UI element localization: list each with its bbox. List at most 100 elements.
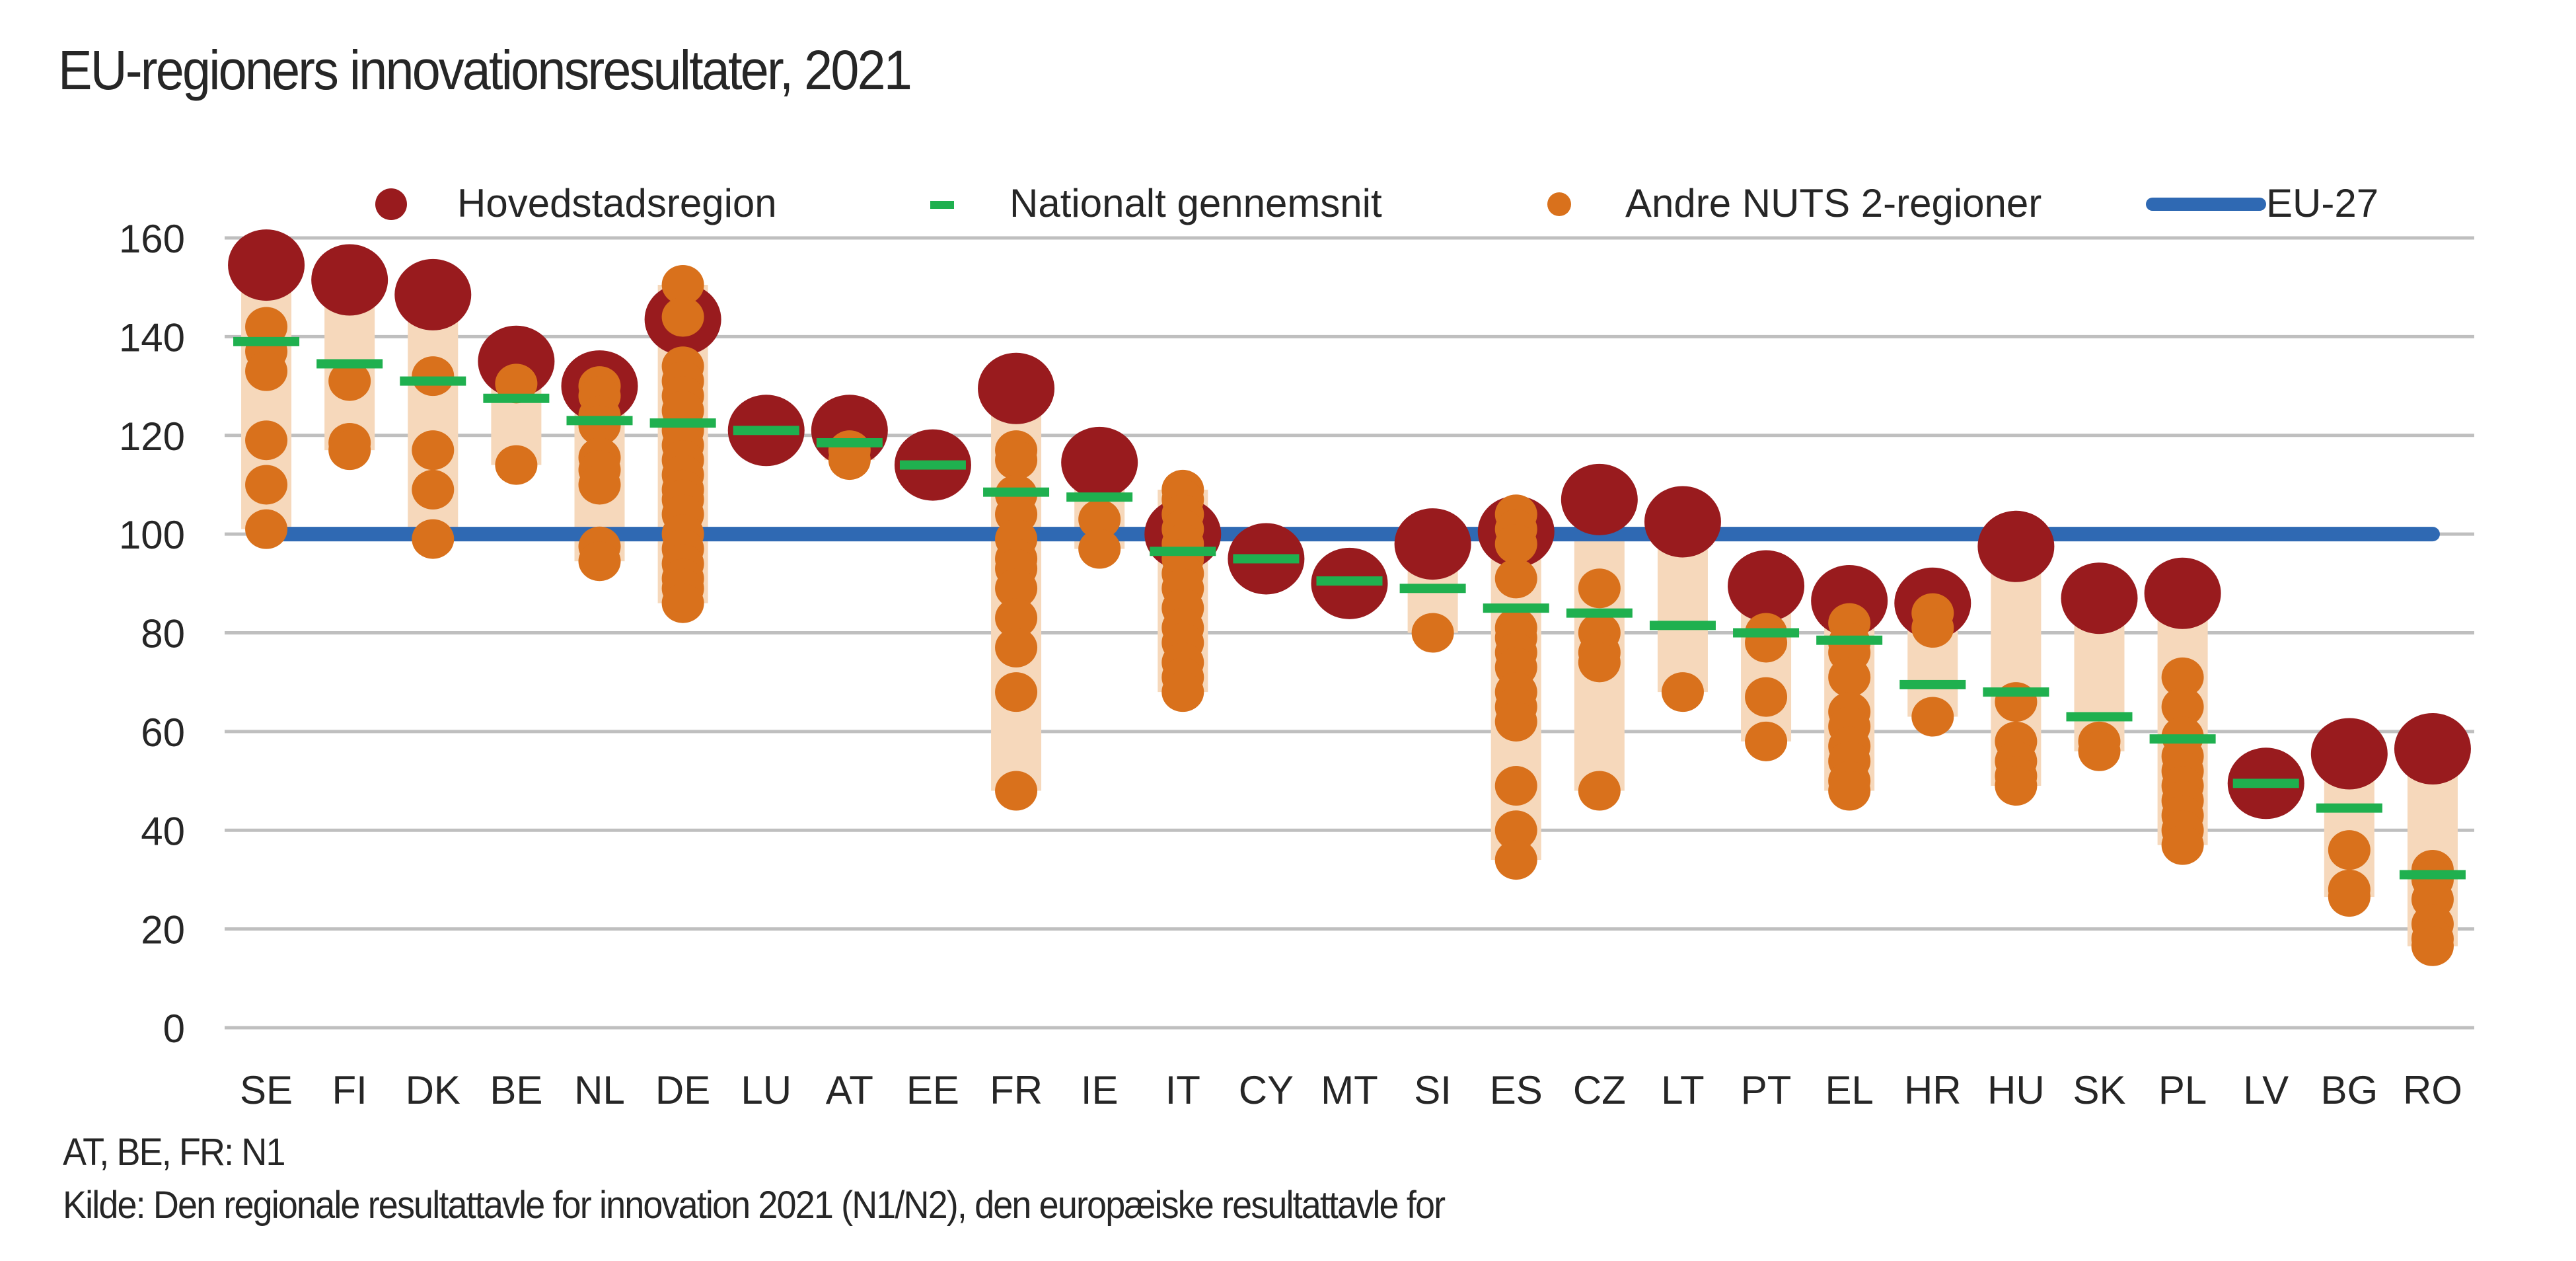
y-tick-label: 100 bbox=[119, 513, 185, 557]
x-tick-label: LV bbox=[2243, 1068, 2289, 1112]
other-region-point bbox=[412, 430, 455, 471]
y-tick-label: 60 bbox=[141, 710, 185, 755]
other-region-point bbox=[245, 465, 288, 505]
national-average-mark bbox=[899, 460, 966, 470]
source-note: Kilde: Den regionale resultattavle for i… bbox=[63, 1184, 1446, 1227]
y-tick-label: 160 bbox=[119, 217, 185, 261]
capital-point bbox=[2061, 562, 2138, 634]
x-tick-label: HU bbox=[1987, 1068, 2045, 1112]
other-region-point bbox=[578, 405, 621, 445]
national-average-mark bbox=[1316, 576, 1383, 586]
capital-point bbox=[1728, 550, 1805, 622]
legend: Hovedstadsregion Nationalt gennemsnit An… bbox=[375, 181, 2378, 225]
capital-point bbox=[1061, 426, 1138, 498]
other-region-point bbox=[245, 420, 288, 461]
other-region-point bbox=[412, 469, 455, 510]
other-region-point bbox=[495, 363, 538, 404]
other-region-point bbox=[661, 583, 704, 623]
x-tick-label: BE bbox=[490, 1068, 542, 1112]
y-tick-label: 120 bbox=[119, 414, 185, 459]
other-region-point bbox=[995, 440, 1038, 480]
other-region-point bbox=[1494, 558, 1537, 599]
national-average-mark bbox=[1816, 635, 1883, 645]
capital-point bbox=[1644, 486, 1721, 558]
other-region-point bbox=[995, 598, 1038, 638]
national-average-mark bbox=[400, 376, 466, 386]
national-average-mark bbox=[1899, 679, 1966, 689]
chart-title: EU-regioners innovationsresultater, 2021 bbox=[58, 39, 912, 101]
other-region-point bbox=[2328, 877, 2371, 917]
x-tick-label: IE bbox=[1081, 1068, 1119, 1112]
other-region-point bbox=[1828, 657, 1871, 697]
y-tick-label: 20 bbox=[141, 908, 185, 952]
other-region-point bbox=[2411, 926, 2454, 966]
x-tick-label: SK bbox=[2073, 1068, 2125, 1112]
other-region-point bbox=[1078, 499, 1121, 539]
other-region-point bbox=[995, 627, 1038, 668]
national-average-mark bbox=[233, 336, 300, 346]
x-tick-label: PT bbox=[1741, 1068, 1792, 1112]
national-average-mark bbox=[2399, 870, 2466, 880]
x-tick-label: SI bbox=[1414, 1068, 1452, 1112]
other-region-point bbox=[245, 509, 288, 549]
other-region-point bbox=[1494, 810, 1537, 851]
national-average-mark bbox=[1150, 547, 1216, 556]
x-tick-label: FI bbox=[332, 1068, 367, 1112]
other-region-point bbox=[412, 519, 455, 559]
legend-other-label: Andre NUTS 2-regioner bbox=[1625, 181, 2042, 225]
other-region-point bbox=[1661, 672, 1704, 712]
other-region-point bbox=[2328, 830, 2371, 870]
other-region-point bbox=[1411, 613, 1454, 653]
x-tick-label: ES bbox=[1490, 1068, 1543, 1112]
x-tick-label: NL bbox=[574, 1068, 625, 1112]
x-tick-label: FR bbox=[990, 1068, 1043, 1112]
capital-point bbox=[1561, 463, 1638, 535]
national-average-mark bbox=[1649, 621, 1716, 630]
national-average-mark bbox=[1566, 608, 1633, 618]
x-tick-label: DE bbox=[655, 1068, 710, 1112]
other-region-point bbox=[995, 672, 1038, 712]
capital-point bbox=[1977, 510, 2055, 582]
other-region-point bbox=[1578, 771, 1621, 811]
national-average-mark bbox=[2232, 779, 2299, 788]
footnote: AT, BE, FR: N1 bbox=[63, 1131, 286, 1174]
other-region-point bbox=[1911, 608, 1954, 648]
y-tick-label: 140 bbox=[119, 315, 185, 360]
other-region-point bbox=[1745, 677, 1788, 717]
national-average-mark bbox=[983, 487, 1050, 497]
legend-capital-marker bbox=[375, 188, 407, 220]
national-average-mark bbox=[1483, 603, 1549, 613]
x-tick-label: LU bbox=[741, 1068, 791, 1112]
legend-national-marker bbox=[930, 201, 954, 209]
other-region-point bbox=[1578, 568, 1621, 609]
national-average-mark bbox=[2066, 712, 2133, 722]
other-region-point bbox=[328, 430, 371, 471]
legend-other-marker bbox=[1547, 192, 1571, 216]
x-tick-label: CZ bbox=[1573, 1068, 1626, 1112]
other-region-point bbox=[995, 771, 1038, 811]
other-region-point bbox=[1745, 721, 1788, 761]
capital-point bbox=[2310, 718, 2388, 790]
other-region-point bbox=[661, 264, 704, 305]
other-region-point bbox=[2161, 825, 2204, 865]
capital-point bbox=[228, 229, 305, 301]
x-tick-label: EL bbox=[1825, 1068, 1873, 1112]
capital-point bbox=[978, 352, 1055, 424]
x-tick-label: IT bbox=[1165, 1068, 1200, 1112]
y-axis-ticks: 0 20 40 60 80 100 120 140 160 bbox=[119, 217, 185, 1051]
other-region-point bbox=[1911, 697, 1954, 737]
national-average-mark bbox=[649, 418, 716, 428]
other-region-point bbox=[578, 465, 621, 505]
grid-lines bbox=[225, 236, 2474, 1030]
other-region-point bbox=[828, 440, 871, 480]
other-region-point bbox=[1494, 766, 1537, 806]
national-average-markers bbox=[233, 336, 2466, 880]
x-tick-label: HR bbox=[1904, 1068, 1962, 1112]
x-tick-label: EE bbox=[906, 1068, 959, 1112]
other-region-point bbox=[328, 361, 371, 401]
national-average-mark bbox=[483, 393, 550, 403]
national-average-mark bbox=[1983, 687, 2049, 697]
legend-eu-label: EU-27 bbox=[2266, 181, 2378, 225]
legend-capital-label: Hovedstadsregion bbox=[457, 181, 777, 225]
